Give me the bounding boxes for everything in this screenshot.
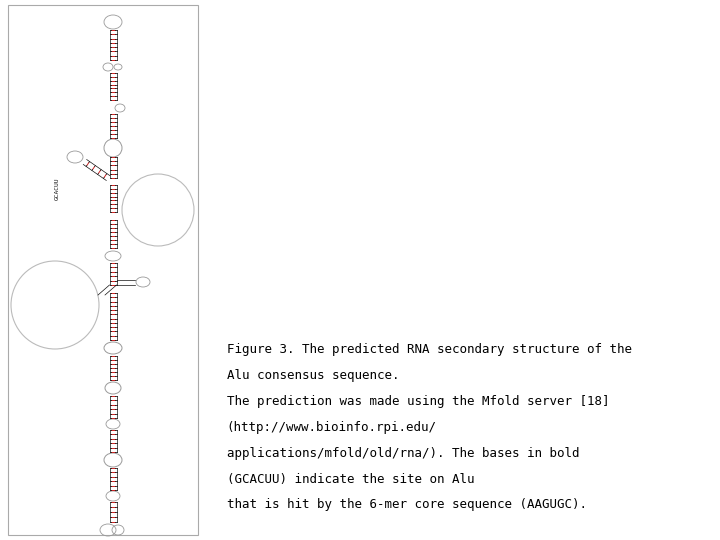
Text: (GCACUU) indicate the site on Alu: (GCACUU) indicate the site on Alu	[227, 472, 474, 485]
Text: Alu consensus sequence.: Alu consensus sequence.	[227, 369, 400, 382]
Text: The prediction was made using the Mfold server [18]: The prediction was made using the Mfold …	[227, 395, 609, 408]
Text: Figure 3. The predicted RNA secondary structure of the: Figure 3. The predicted RNA secondary st…	[227, 343, 632, 356]
Text: applications/mfold/old/rna/). The bases in bold: applications/mfold/old/rna/). The bases …	[227, 447, 580, 460]
Bar	[8, 5, 198, 535]
Text: that is hit by the 6-mer core sequence (AAGUGC).: that is hit by the 6-mer core sequence (…	[227, 498, 587, 511]
Text: GCACUU: GCACUU	[55, 178, 60, 200]
Text: (http://www.bioinfo.rpi.edu/: (http://www.bioinfo.rpi.edu/	[227, 421, 437, 434]
